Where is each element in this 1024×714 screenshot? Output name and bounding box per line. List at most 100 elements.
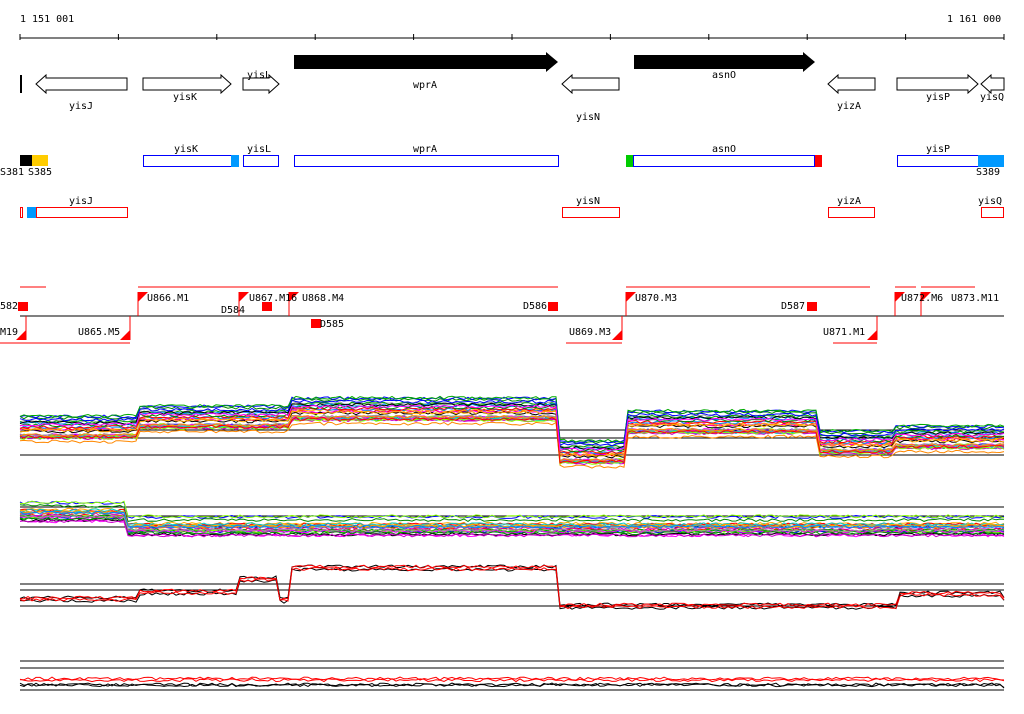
shift-box	[311, 319, 321, 328]
segment-S381	[20, 155, 32, 166]
expression-trace	[19, 500, 1005, 519]
expression-trace	[19, 396, 1005, 444]
rtx-yisQ	[981, 207, 1004, 218]
expression-trace	[19, 404, 1005, 452]
expression-trace	[19, 519, 1005, 538]
gene-arrow-yisJ	[35, 73, 128, 95]
gene-arrow-yisN	[561, 73, 620, 95]
downshift-label[interactable]: U865.M5	[78, 327, 121, 338]
tx-label-yisL: yisL	[247, 144, 272, 155]
segment-S389	[978, 155, 1004, 167]
expression-trace	[19, 407, 1005, 454]
expression-trace	[19, 399, 1005, 447]
expression-trace	[19, 410, 1005, 458]
rtx-label-yizA: yizA	[837, 196, 862, 207]
upshift-label[interactable]: U866.M1	[147, 293, 190, 304]
tx-yisL	[243, 155, 279, 167]
tx-label-S385: S385	[28, 167, 53, 178]
upshift-label[interactable]: U873.M11	[951, 293, 1000, 304]
downshift-flag	[612, 330, 622, 340]
expression-trace	[19, 514, 1005, 533]
gene-label-yisP[interactable]: yisP	[926, 92, 951, 103]
upshift-label[interactable]: U872.M6	[901, 293, 944, 304]
upshift-label[interactable]: D584	[221, 305, 246, 316]
expression-trace	[19, 517, 1005, 536]
rtx-yisJ-start	[27, 207, 36, 218]
tx-label-S381: S381	[0, 167, 25, 178]
shift-box	[548, 302, 558, 311]
expression-trace	[19, 514, 1005, 533]
expression-trace	[19, 415, 1005, 463]
gene-label-yisL[interactable]: yisL	[247, 70, 272, 81]
downshift-label[interactable]: U869.M3	[569, 327, 612, 338]
expression-trace	[19, 567, 1005, 610]
upshift-flag	[138, 292, 148, 302]
rtx-yisJ	[36, 207, 128, 218]
tx-yisP	[897, 155, 979, 167]
upshift-label[interactable]: D586	[523, 301, 548, 312]
ruler-end: 1 161 000	[947, 14, 1002, 25]
rtx-yizA	[828, 207, 875, 218]
upshift-label[interactable]: U867.M16	[249, 293, 298, 304]
expression-trace	[19, 416, 1005, 464]
tx-label-wprA: wprA	[413, 144, 438, 155]
expression-trace	[19, 566, 1005, 610]
gene-label-wprA[interactable]: wprA	[413, 80, 438, 91]
tx-wprA	[294, 155, 559, 167]
rtx-label-yisN: yisN	[576, 196, 601, 207]
expression-trace	[19, 395, 1005, 443]
tx-asnO-start	[626, 155, 633, 167]
gene-label-yisQ[interactable]: yisQ	[980, 92, 1005, 103]
expression-trace	[19, 500, 1005, 519]
expression-trace	[19, 682, 1005, 688]
gene-fragment	[20, 75, 22, 93]
expression-trace	[19, 564, 1005, 607]
segment-S385	[32, 155, 48, 166]
gene-label-yisK[interactable]: yisK	[173, 92, 198, 103]
gene-label-yisJ[interactable]: yisJ	[69, 101, 94, 112]
upshift-flag	[626, 292, 636, 302]
expression-trace	[19, 510, 1005, 529]
downshift-label[interactable]: D585	[320, 319, 345, 330]
upshift-label[interactable]: U870.M3	[635, 293, 678, 304]
gene-arrow-yisK	[142, 73, 232, 95]
gene-label-asnO[interactable]: asnO	[712, 70, 737, 81]
expression-trace	[19, 421, 1005, 469]
shift-box	[807, 302, 817, 311]
upshift-flag	[895, 292, 905, 302]
ruler-start: 1 151 001	[20, 14, 75, 25]
tx-asnO	[633, 155, 815, 167]
downshift-flag	[867, 330, 877, 340]
tx-label-yisP: yisP	[926, 144, 951, 155]
upshift-flag	[289, 292, 299, 302]
expression-trace	[19, 678, 1005, 683]
gene-arrow-yisL	[242, 73, 280, 95]
gene-arrow-yisQ	[980, 73, 1005, 95]
shift-box	[262, 302, 272, 311]
upshift-flag	[921, 292, 931, 302]
rtx-label-yisJ: yisJ	[69, 196, 94, 207]
upshift-flag	[239, 292, 249, 302]
tx-yisK	[143, 155, 232, 167]
gene-label-yizA[interactable]: yizA	[837, 101, 862, 112]
gene-arrow-yisP	[896, 73, 979, 95]
tx-label-asnO: asnO	[712, 144, 737, 155]
tx-label-S389: S389	[976, 167, 1001, 178]
expression-trace	[19, 564, 1005, 607]
downshift-label[interactable]: U871.M1	[823, 327, 866, 338]
rtx-label-yisQ: yisQ	[978, 196, 1003, 207]
upshift-label[interactable]: D587	[781, 301, 806, 312]
rtx-yisN	[562, 207, 620, 218]
gene-arrow-yizA	[827, 73, 876, 95]
tx-yisK-end	[231, 155, 239, 167]
shift-box	[18, 302, 28, 311]
upshift-label[interactable]: 582	[0, 301, 19, 312]
downshift-flag	[120, 330, 130, 340]
tx-label-yisK: yisK	[174, 144, 199, 155]
downshift-label[interactable]: M19	[0, 327, 19, 338]
upshift-label[interactable]: U868.M4	[302, 293, 345, 304]
rtx-fragment	[20, 207, 23, 218]
gene-label-yisN[interactable]: yisN	[576, 112, 601, 123]
gene-arrow-asnO	[634, 52, 815, 72]
